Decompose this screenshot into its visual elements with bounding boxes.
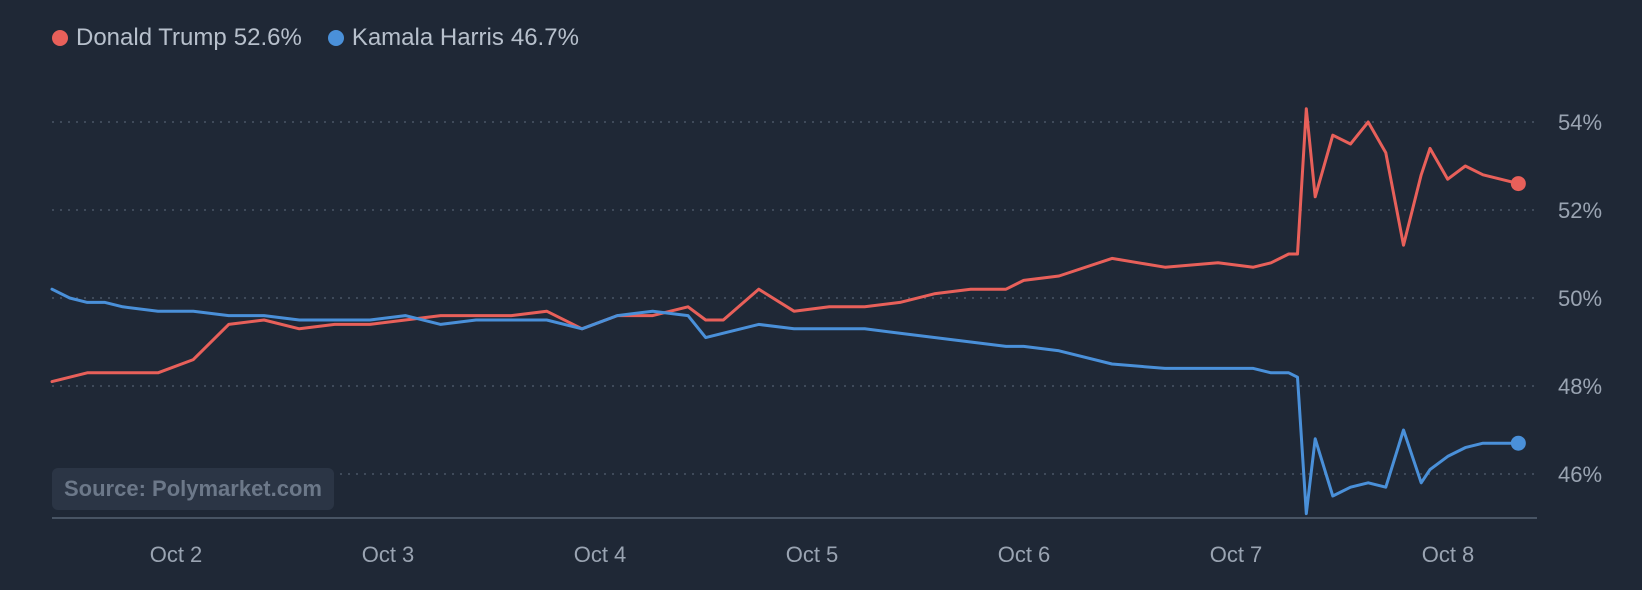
trump-series-line: [50, 107, 1520, 384]
x-tick-label: Oct 2: [150, 542, 203, 567]
chart-legend: Donald Trump 52.6% Kamala Harris 46.7%: [52, 24, 579, 52]
x-tick-label: Oct 7: [1210, 542, 1263, 567]
x-tick-label: Oct 3: [362, 542, 415, 567]
legend-value: 52.6%: [233, 24, 302, 51]
y-tick-label: 52%: [1558, 198, 1602, 223]
trump-endpoint-marker: [1510, 176, 1526, 192]
x-tick-label: Oct 4: [574, 542, 627, 567]
legend-value: 46.7%: [510, 24, 579, 51]
trump-legend-dot: [52, 30, 68, 46]
harris-series-line: [50, 287, 1520, 516]
y-tick-label: 48%: [1558, 374, 1602, 399]
x-tick-label: Oct 8: [1422, 542, 1475, 567]
legend-name: Kamala Harris: [351, 24, 504, 51]
harris-endpoint-marker: [1510, 435, 1526, 451]
x-tick-label: Oct 5: [786, 542, 839, 567]
y-tick-label: 54%: [1558, 110, 1602, 135]
source-badge: Source: Polymarket.com: [52, 468, 334, 510]
y-tick-label: 46%: [1558, 462, 1602, 487]
y-tick-label: 50%: [1558, 286, 1602, 311]
legend-item-harris[interactable]: Kamala Harris 46.7%: [327, 24, 579, 52]
legend-item-trump[interactable]: Donald Trump 52.6%: [52, 24, 302, 52]
x-tick-label: Oct 6: [998, 542, 1051, 567]
harris-legend-dot: [327, 30, 344, 46]
legend-name: Donald Trump: [76, 24, 227, 51]
